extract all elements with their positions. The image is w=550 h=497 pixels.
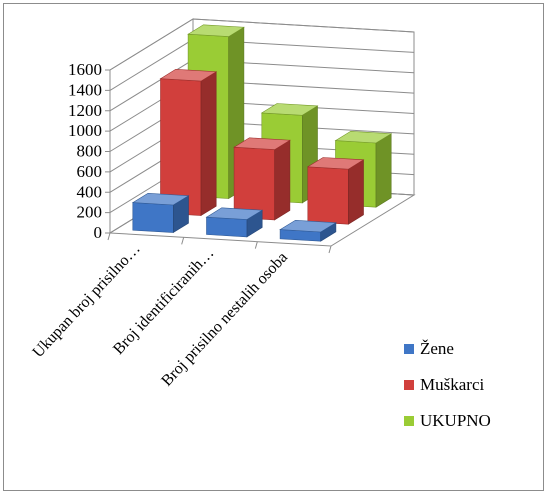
bar: [279, 219, 337, 242]
bar-top-face: [306, 157, 365, 170]
y-tick-label: 1400: [68, 80, 102, 99]
x-tick-mark: [181, 237, 185, 245]
legend-swatch: [404, 416, 414, 426]
bar: [233, 137, 291, 221]
bar-top-face: [279, 219, 337, 233]
bar-top-face: [334, 130, 393, 144]
bar-side-face: [375, 133, 392, 208]
bar-top-face: [187, 24, 245, 37]
x-tick-mark: [107, 232, 111, 241]
x-tick-mark: [254, 241, 258, 249]
y-tick-label: 200: [77, 203, 103, 222]
bar: [306, 157, 365, 225]
y-tick-label: 1000: [68, 121, 102, 140]
y-tick-label: 400: [77, 182, 103, 201]
legend-swatch: [404, 344, 414, 354]
y-tick-label: 1200: [68, 101, 102, 120]
legend-swatch: [404, 380, 414, 390]
bar-side-face: [200, 71, 217, 217]
y-tick-label: 1600: [68, 60, 102, 79]
x-tick-mark: [328, 245, 332, 254]
bar-top-face: [233, 137, 291, 150]
bar-top-face: [205, 207, 264, 220]
bar: [159, 68, 218, 217]
bar-front-face: [132, 202, 174, 233]
bar-front-face: [206, 216, 248, 238]
category-label: Broj prisilno nestalih osoba: [158, 249, 291, 390]
legend-label: Žene: [420, 339, 454, 358]
bar-top-face: [159, 68, 218, 82]
bars: [131, 24, 393, 242]
legend: Žene Muškarci UKUPNO: [404, 339, 491, 430]
bar: [205, 207, 264, 238]
legend-label: Muškarci: [420, 375, 484, 394]
y-tick-label: 0: [94, 223, 103, 242]
y-tick-label: 600: [77, 162, 103, 181]
bar-side-face: [274, 139, 291, 221]
chart-frame: [3, 3, 544, 491]
bar-side-face: [347, 159, 364, 225]
bar-top-face: [131, 192, 190, 206]
bar-top-face: [260, 103, 319, 116]
gridline: [109, 18, 415, 71]
category-labels: Ukupan broj prisilno…Broj identificirani…: [29, 240, 291, 389]
legend-label: UKUPNO: [420, 411, 491, 430]
y-tick-label: 800: [77, 142, 103, 161]
bar-front-face: [307, 166, 349, 225]
bar: [131, 192, 190, 234]
